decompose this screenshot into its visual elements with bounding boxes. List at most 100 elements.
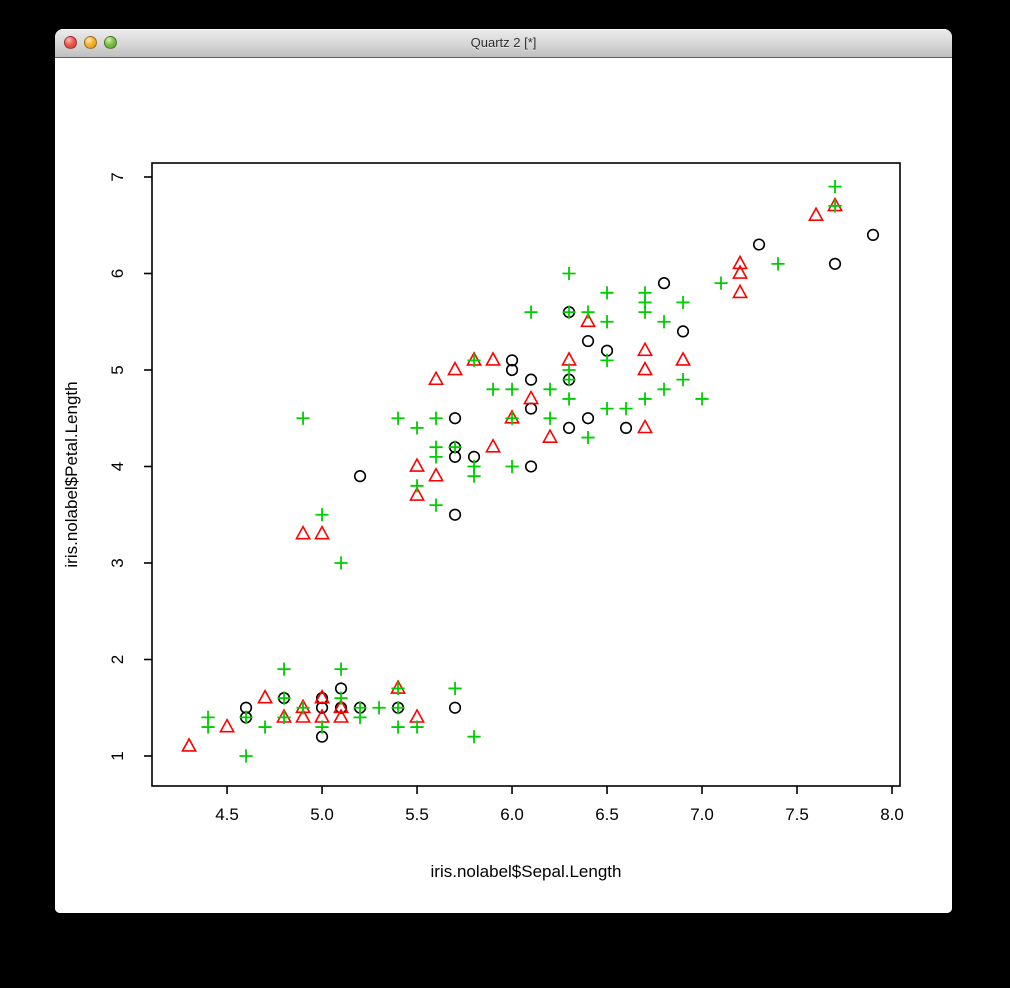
data-point-circle xyxy=(581,334,595,348)
data-point-triangle xyxy=(428,467,444,482)
data-point-triangle xyxy=(333,708,349,723)
data-point-plus xyxy=(372,701,386,715)
data-point-plus xyxy=(562,392,576,406)
data-point-plus xyxy=(391,701,405,715)
data-point-plus xyxy=(619,401,633,416)
y-axis-label: iris.nolabel$Petal.Length xyxy=(62,381,81,567)
data-point-plus xyxy=(467,353,481,367)
data-point-plus xyxy=(391,720,405,734)
data-point-triangle xyxy=(637,341,653,357)
data-point-circle xyxy=(353,470,367,483)
y-tick-label: 4 xyxy=(108,462,127,471)
data-point-circle xyxy=(505,354,519,367)
data-point-plus xyxy=(543,382,557,396)
data-point-plus xyxy=(562,373,576,387)
data-point-plus xyxy=(828,180,842,194)
x-tick-label: 7.5 xyxy=(785,805,809,824)
data-point-plus xyxy=(334,556,348,570)
y-tick-label: 3 xyxy=(108,558,127,567)
data-point-triangle xyxy=(523,389,539,405)
data-point-triangle xyxy=(675,351,691,366)
data-point-triangle xyxy=(257,689,273,704)
data-point-plus xyxy=(505,382,519,396)
data-point-plus xyxy=(410,421,424,435)
data-point-circle xyxy=(448,412,462,425)
data-point-triangle xyxy=(637,418,653,434)
data-point-plus xyxy=(429,411,443,425)
data-point-plus xyxy=(676,373,690,387)
data-point-plus xyxy=(828,199,842,213)
data-point-circle xyxy=(657,277,671,290)
data-point-triangle xyxy=(314,689,330,704)
data-point-plus xyxy=(429,450,443,464)
data-point-plus xyxy=(695,392,709,406)
data-point-plus xyxy=(391,411,405,425)
data-point-plus xyxy=(771,257,785,271)
data-point-plus xyxy=(543,411,557,425)
x-tick-label: 5.0 xyxy=(310,805,334,824)
data-point-triangle xyxy=(447,360,463,376)
data-point-circle xyxy=(562,421,576,434)
data-point-triangle xyxy=(637,360,653,376)
data-point-plus xyxy=(391,681,405,696)
x-tick-label: 6.0 xyxy=(500,805,524,824)
data-point-plus xyxy=(562,266,576,281)
data-point-triangle xyxy=(409,486,425,501)
data-point-triangle xyxy=(428,370,444,386)
data-point-plus xyxy=(562,305,576,319)
data-point-plus xyxy=(239,710,253,724)
data-point-plus xyxy=(676,295,690,310)
data-point-plus xyxy=(714,276,728,290)
close-button[interactable] xyxy=(64,36,77,49)
data-point-plus xyxy=(581,305,595,319)
data-point-plus xyxy=(410,479,424,493)
x-tick-label: 8.0 xyxy=(880,805,904,824)
minimize-button[interactable] xyxy=(84,36,97,49)
data-point-triangle xyxy=(732,283,748,299)
data-point-plus xyxy=(600,401,614,416)
data-point-plus xyxy=(638,286,652,300)
x-tick-label: 6.5 xyxy=(595,805,619,824)
data-point-circle xyxy=(581,412,595,425)
data-point-plus xyxy=(657,382,671,396)
data-point-plus xyxy=(410,720,424,734)
y-tick-label: 5 xyxy=(108,365,127,374)
data-point-plus xyxy=(600,353,614,367)
data-point-plus xyxy=(258,720,272,734)
zoom-button[interactable] xyxy=(104,36,117,49)
quartz-window: Quartz 2 [*] 4.5 5.0 5.5 6.0 6.5 7.0 7.5 8.0 1 2 3… xyxy=(55,29,952,913)
data-point-plus xyxy=(600,286,614,300)
data-point-triangle xyxy=(295,524,311,540)
data-point-plus xyxy=(353,710,367,724)
y-tick-label: 1 xyxy=(108,751,127,760)
x-axis-label: iris.nolabel$Sepal.Length xyxy=(431,862,622,881)
data-point-plus xyxy=(277,691,291,705)
data-point-plus xyxy=(277,710,291,724)
y-tick-label: 2 xyxy=(108,655,127,664)
data-point-plus xyxy=(657,315,671,329)
data-point-triangle xyxy=(542,428,558,443)
window-titlebar[interactable]: Quartz 2 [*] xyxy=(55,29,952,58)
plot-canvas: 4.5 5.0 5.5 6.0 6.5 7.0 7.5 8.0 1 2 3 4 5 6 7 iris.nola… xyxy=(62,162,904,881)
data-point-circle xyxy=(505,363,519,377)
data-point-triangle xyxy=(409,708,425,723)
data-point-plus xyxy=(315,720,329,734)
data-point-plus xyxy=(600,315,614,329)
data-point-plus xyxy=(239,749,253,763)
data-point-plus xyxy=(486,382,500,396)
data-point-triangle xyxy=(219,717,236,733)
window-title: Quartz 2 [*] xyxy=(470,35,537,50)
data-point-triangle xyxy=(485,438,501,453)
window-controls xyxy=(64,36,117,49)
data-point-plus xyxy=(315,508,329,522)
data-point-circle xyxy=(866,228,880,241)
data-point-triangle xyxy=(295,708,311,723)
data-point-circle xyxy=(448,508,462,521)
data-point-plus xyxy=(448,681,462,696)
data-point-plus xyxy=(296,411,310,425)
data-point-triangle xyxy=(732,254,748,270)
data-point-plus xyxy=(334,691,348,705)
data-point-plus xyxy=(201,720,215,734)
plot-box xyxy=(151,162,901,787)
